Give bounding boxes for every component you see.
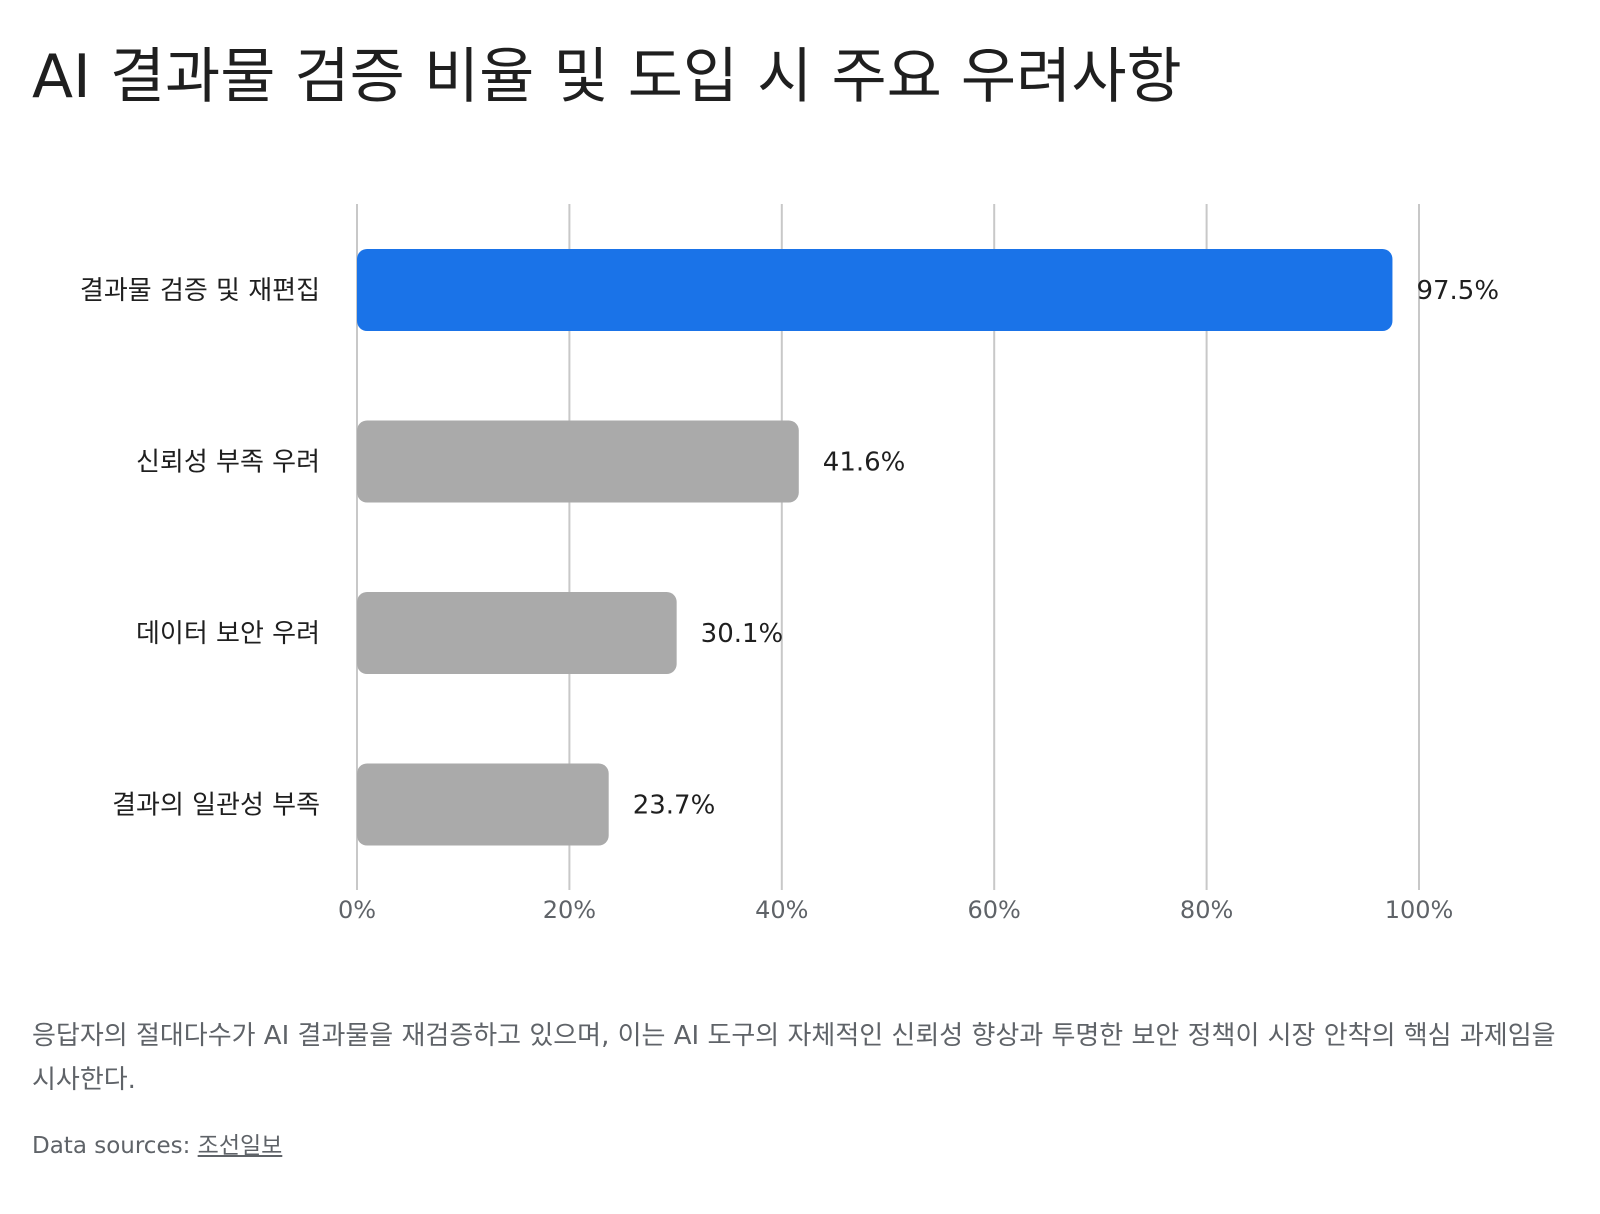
category-label: 데이터 보안 우려 [136, 619, 320, 649]
category-label: 결과의 일관성 부족 [112, 791, 320, 821]
x-tick-label: 20% [543, 896, 596, 924]
category-label: 신뢰성 부족 우려 [136, 448, 320, 478]
data-label: 23.7% [633, 791, 716, 821]
bar [357, 249, 1393, 331]
chart-title: AI 결과물 검증 비율 및 도입 시 주요 우려사항 [32, 42, 1182, 112]
data-source-link[interactable]: 조선일보 [197, 1133, 283, 1159]
data-sources: Data sources: 조선일보 [32, 1126, 282, 1160]
x-tick-label: 0% [338, 896, 376, 924]
data-label: 41.6% [823, 448, 906, 478]
bar [357, 763, 609, 846]
x-tick-label: 40% [755, 896, 808, 924]
bar [357, 592, 677, 674]
labels: 0% 20% 40% 60% 80% 100% 결과물 검증 및 재편집 97.5% 신뢰성 부… [80, 276, 1499, 924]
bar-chart: 0% 20% 40% 60% 80% 100% 결과물 검증 및 재편집 97.5% 신뢰성 부… [80, 204, 1499, 924]
chart-caption: 응답자의 절대다수가 AI 결과물을 재검증하고 있으며, 이는 AI 도구의 … [32, 1021, 1556, 1095]
bar [357, 420, 799, 503]
data-sources-label: Data sources: [32, 1133, 191, 1159]
data-label: 97.5% [1416, 276, 1499, 306]
x-tick-label: 100% [1385, 896, 1454, 924]
category-label: 결과물 검증 및 재편집 [80, 276, 320, 306]
bars [357, 249, 1393, 846]
x-tick-label: 80% [1180, 896, 1233, 924]
x-tick-label: 60% [968, 896, 1021, 924]
data-label: 30.1% [701, 619, 784, 649]
